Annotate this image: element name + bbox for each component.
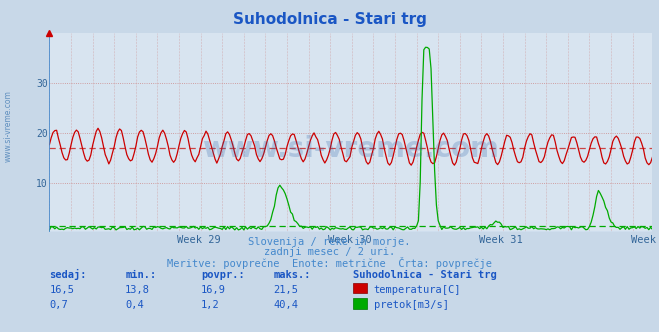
Text: 16,9: 16,9 <box>201 285 226 295</box>
Text: 0,7: 0,7 <box>49 300 68 310</box>
Text: www.si-vreme.com: www.si-vreme.com <box>202 135 500 163</box>
Text: Meritve: povprečne  Enote: metrične  Črta: povprečje: Meritve: povprečne Enote: metrične Črta:… <box>167 257 492 269</box>
Text: 21,5: 21,5 <box>273 285 299 295</box>
Text: pretok[m3/s]: pretok[m3/s] <box>374 300 449 310</box>
Text: Suhodolnica - Stari trg: Suhodolnica - Stari trg <box>233 12 426 27</box>
Text: 0,4: 0,4 <box>125 300 144 310</box>
Text: www.si-vreme.com: www.si-vreme.com <box>4 90 13 162</box>
Text: 16,5: 16,5 <box>49 285 74 295</box>
Text: 1,2: 1,2 <box>201 300 219 310</box>
Text: maks.:: maks.: <box>273 270 311 280</box>
Text: 40,4: 40,4 <box>273 300 299 310</box>
Text: Slovenija / reke in morje.: Slovenija / reke in morje. <box>248 237 411 247</box>
Text: Suhodolnica - Stari trg: Suhodolnica - Stari trg <box>353 270 496 280</box>
Text: zadnji mesec / 2 uri.: zadnji mesec / 2 uri. <box>264 247 395 257</box>
Text: 13,8: 13,8 <box>125 285 150 295</box>
Text: povpr.:: povpr.: <box>201 270 244 280</box>
Text: sedaj:: sedaj: <box>49 269 87 280</box>
Text: min.:: min.: <box>125 270 156 280</box>
Text: temperatura[C]: temperatura[C] <box>374 285 461 295</box>
